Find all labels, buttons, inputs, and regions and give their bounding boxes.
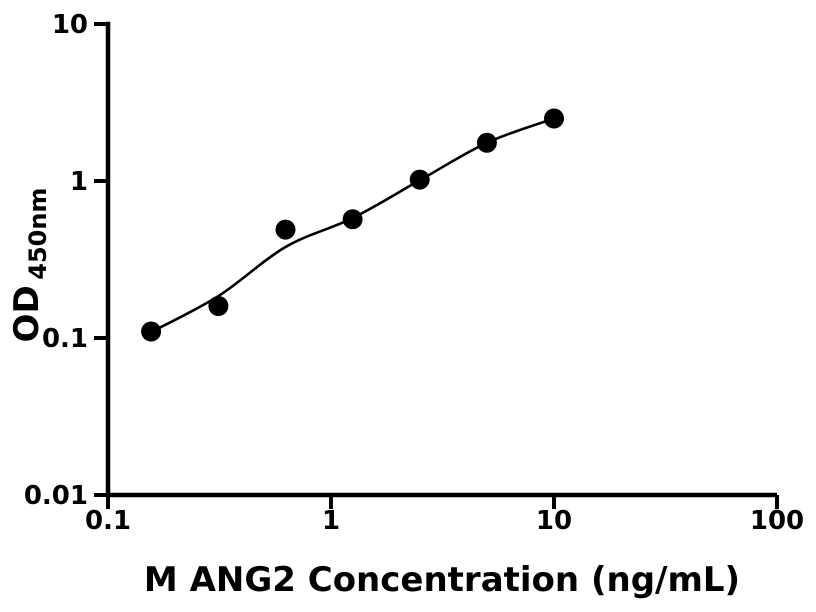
data-point	[544, 108, 564, 129]
data-point	[275, 219, 296, 240]
y-tick-label: 10	[52, 10, 88, 40]
x-tick-label: 100	[750, 506, 804, 536]
y-tick-label: 0.1	[42, 324, 88, 354]
data-point	[208, 296, 229, 316]
x-tick-label: 0.1	[85, 506, 131, 536]
axis-spines	[105, 21, 777, 498]
y-tick-label: 1	[70, 167, 88, 197]
x-axis-title: M ANG2 Concentration (ng/mL)	[144, 560, 740, 600]
data-point	[141, 321, 162, 342]
data-point	[409, 169, 430, 190]
y-axis-title-subscript: 450nm	[24, 188, 52, 280]
data-point	[342, 209, 363, 230]
tick-marks	[94, 22, 779, 509]
data-point	[476, 132, 497, 153]
x-tick-label: 1	[322, 506, 340, 536]
y-axis-title: OD 450nm	[7, 188, 52, 343]
x-tick-label: 10	[536, 506, 572, 536]
data-points	[141, 108, 564, 342]
y-axis-title-main: OD	[7, 285, 47, 342]
y-tick-label: 0.01	[24, 481, 88, 511]
